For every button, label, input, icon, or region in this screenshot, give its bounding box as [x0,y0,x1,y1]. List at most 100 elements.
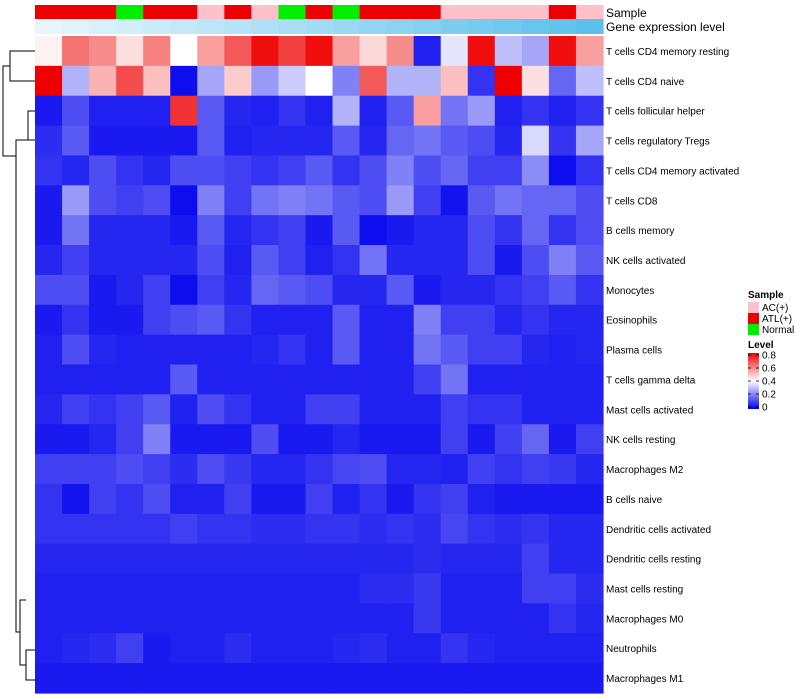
heatmap-cell [224,65,252,97]
heatmap-cell [197,334,225,366]
heatmap-cell [35,483,63,515]
heatmap-cell [62,304,90,336]
heatmap-cell [35,394,63,425]
legend-label-normal: Normal [762,325,794,336]
heatmap-cell [575,245,604,276]
heatmap-cell [305,95,334,127]
heatmap-cell [62,36,90,67]
heatmap-cell [359,245,388,276]
heatmap-cell [170,603,198,634]
heatmap-cell [116,364,144,395]
heatmap-cell [116,543,144,575]
heatmap-cell [278,245,307,276]
heatmap-cell [386,304,415,336]
heatmap-cell [386,36,415,67]
heatmap-cell [494,215,523,246]
row-label: Plasma cells [606,346,662,357]
heatmap-cell [386,663,415,694]
heatmap-cell [197,65,225,97]
heatmap-cell [116,663,144,694]
heatmap-cell [197,513,225,545]
heatmap-cell [35,454,63,485]
heatmap-cell [440,304,469,336]
heatmap-cell [170,245,198,276]
sample-annotation-cell [278,5,307,19]
heatmap-cell [467,543,496,575]
heatmap-cell [116,155,144,186]
heatmap-cell [332,274,361,306]
level-annotation-cell [143,19,171,34]
heatmap-cell [359,334,388,366]
heatmap-cell [251,36,280,67]
heatmap-cell [359,364,388,395]
heatmap-cell [386,424,415,455]
heatmap-cell [467,304,496,336]
heatmap-cell [548,215,577,246]
heatmap-cell [386,364,415,395]
heatmap-cell [224,633,252,664]
heatmap-cell [548,245,577,276]
heatmap-cell [386,454,415,485]
row-label: Mast cells resting [606,584,683,595]
row-label: T cells CD4 naive [606,77,685,88]
heatmap-cell [494,543,523,575]
heatmap-cell [494,65,523,97]
heatmap-cell [89,215,117,246]
heatmap-cell [494,95,523,127]
heatmap-cell [251,125,280,157]
heatmap-cell [440,274,469,306]
heatmap-cell [251,454,280,485]
heatmap-cell [494,304,523,336]
heatmap-cell [35,215,63,246]
heatmap-cell [440,364,469,395]
heatmap-cell [143,364,171,395]
sample-annotation-cell [521,5,550,19]
heatmap-cell [521,483,550,515]
heatmap-cell [359,274,388,306]
heatmap-cell [251,483,280,515]
heatmap-cell [575,603,604,634]
heatmap-cell [494,424,523,455]
heatmap-cell [332,334,361,366]
level-annotation-cell [494,19,523,34]
heatmap-cell [305,603,334,634]
level-tick-label: 0.2 [762,390,776,401]
heatmap-cell [197,274,225,306]
heatmap-cell [575,573,604,605]
dendrogram-branch [9,50,35,82]
heatmap-cell [278,185,307,216]
sample-annotation-cell [359,5,388,19]
level-annotation-cell [89,19,117,34]
heatmap-cell [278,573,307,605]
heatmap-cell [89,155,117,186]
heatmap-cell [440,663,469,694]
heatmap-cell [89,424,117,455]
heatmap-cell [575,185,604,216]
row-labels: T cells CD4 memory resting T cells CD4 na… [606,47,739,685]
row-label: Eosinophils [606,316,657,327]
heatmap-cell [386,483,415,515]
heatmap-cell [251,334,280,366]
sample-annotation-cell [224,5,252,19]
heatmap-cell [494,125,523,157]
heatmap-cell [116,603,144,634]
level-annotation-cell [548,19,577,34]
heatmap-cell [359,95,388,127]
heatmap-cell [413,543,442,575]
heatmap-cell [548,573,577,605]
heatmap-cell [197,573,225,605]
heatmap-cell [305,454,334,485]
sample-annotation-cell [251,5,280,19]
heatmap-cells [35,36,604,694]
sample-annotation-cell [467,5,496,19]
heatmap-cell [62,334,90,366]
heatmap-cell [440,483,469,515]
sample-annotation-cell [305,5,334,19]
heatmap-cell [170,394,198,425]
heatmap-cell [143,513,171,545]
legend-level: Level 0.8 0.6 0.4 0.2 0 [748,340,776,414]
heatmap-cell [440,394,469,425]
row-label: Macrophages M2 [606,465,684,476]
heatmap-cell [413,513,442,545]
heatmap-cell [278,483,307,515]
